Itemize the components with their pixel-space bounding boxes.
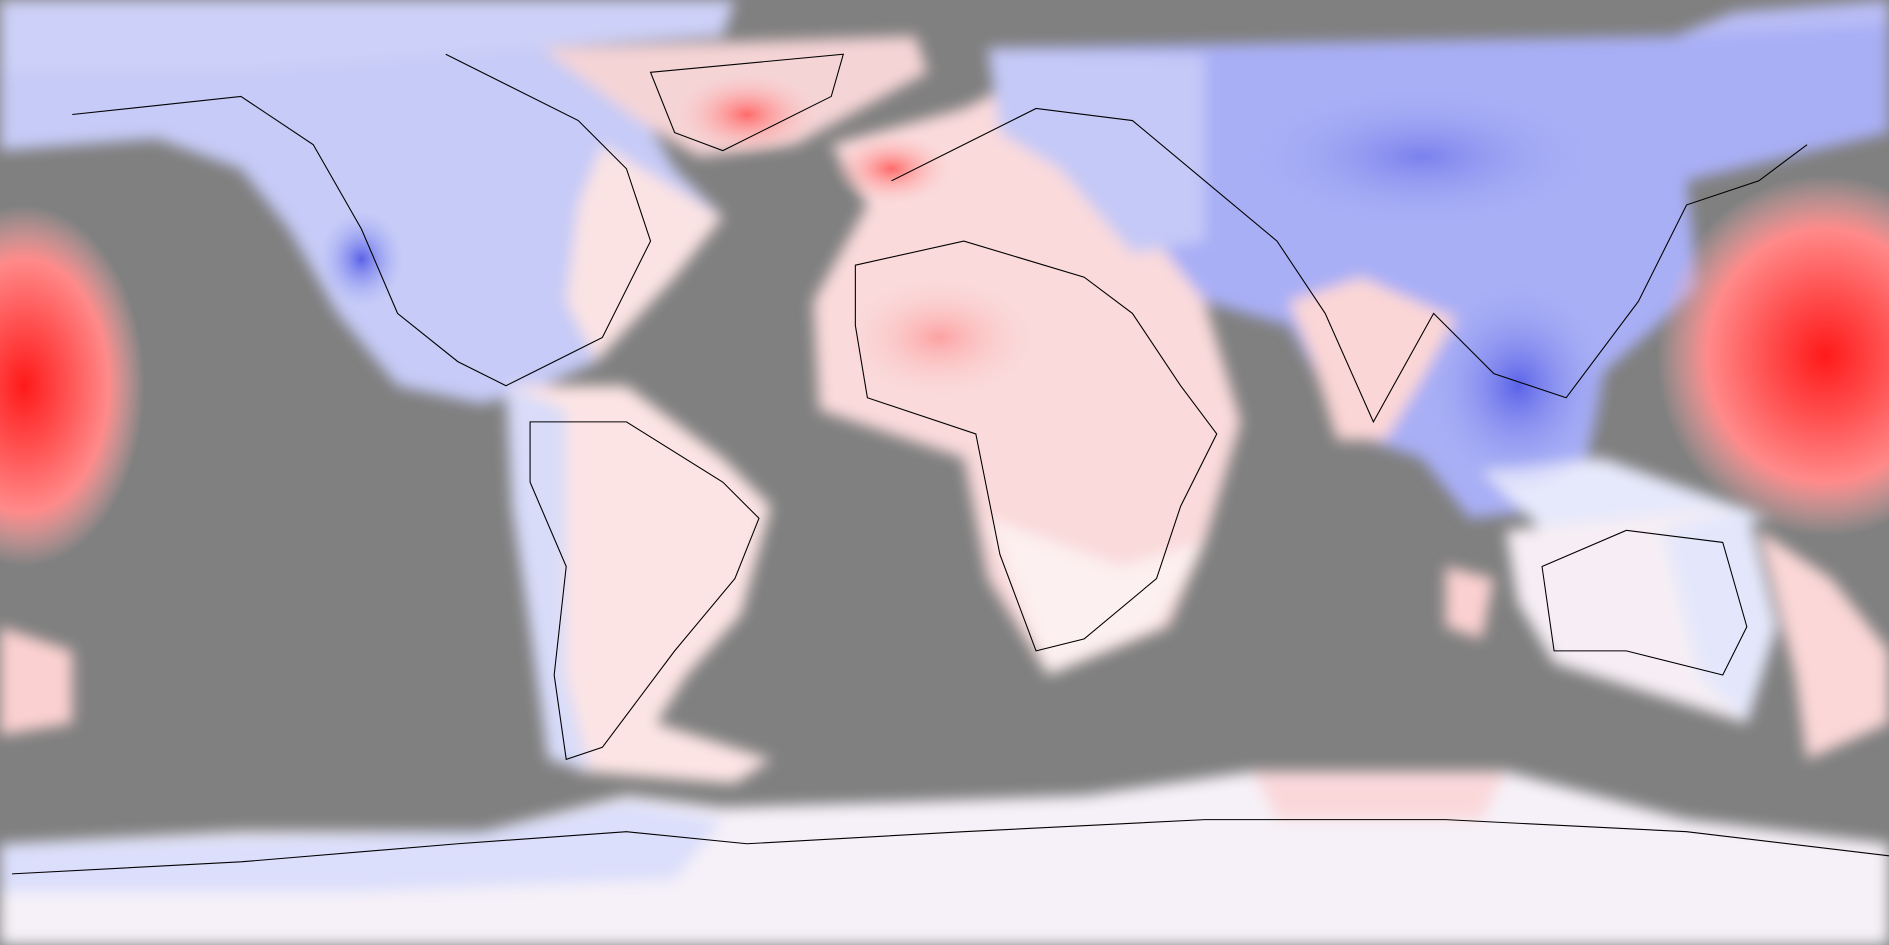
siberia-cold xyxy=(1240,84,1603,230)
anomaly-hotspots xyxy=(0,72,1889,567)
antarctic-warm xyxy=(1252,771,1506,820)
arctic-band xyxy=(0,0,735,85)
rockies-cold xyxy=(319,210,404,308)
west-russia xyxy=(987,48,1205,254)
warm-hotspot-west xyxy=(0,204,145,567)
coast-australia xyxy=(1541,529,1748,676)
warm-hotspot-east xyxy=(1656,174,1889,537)
coast-greenland xyxy=(649,53,845,152)
west-australia-sea xyxy=(1445,566,1494,639)
new-zealand-sea xyxy=(1758,530,1889,760)
greenland-warm xyxy=(674,72,820,157)
south-pacific-patch xyxy=(0,626,73,736)
sahara-warm xyxy=(843,277,1037,398)
se-asia-cold xyxy=(1421,277,1615,495)
north-atlantic-warm xyxy=(831,132,952,205)
east-australia xyxy=(1662,506,1777,724)
coast-north-america xyxy=(72,53,652,387)
coast-africa xyxy=(854,240,1218,652)
coast-south-america xyxy=(529,421,760,761)
andes xyxy=(505,385,591,772)
coast-eurasia xyxy=(891,107,1808,424)
southern-africa xyxy=(987,518,1205,675)
asia xyxy=(987,24,1889,519)
south-america xyxy=(505,385,772,784)
india xyxy=(1289,277,1458,440)
coast-antarctica xyxy=(12,819,1889,875)
coastlines xyxy=(12,53,1889,875)
west-antarctica xyxy=(0,801,723,892)
